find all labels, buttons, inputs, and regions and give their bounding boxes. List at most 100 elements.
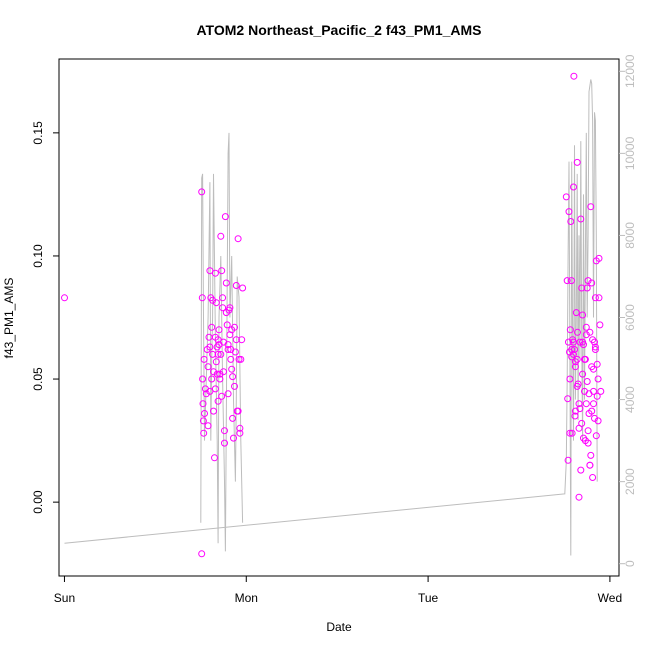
data-point-41 (230, 434, 237, 442)
data-point-6 (199, 417, 207, 425)
series-line-segment-1 (200, 132, 244, 552)
data-point-69 (234, 407, 242, 415)
data-point-117 (586, 328, 594, 336)
data-point-91 (567, 218, 575, 225)
data-point-114 (583, 284, 591, 292)
data-point-167 (590, 400, 597, 408)
data-point-151 (581, 355, 589, 363)
data-point-78 (216, 370, 224, 378)
data-point-70 (236, 429, 244, 437)
data-point-152 (583, 378, 591, 385)
data-point-136 (577, 466, 585, 474)
data-point-103 (574, 328, 581, 336)
data-point-9 (201, 410, 208, 417)
data-point-81 (228, 365, 236, 373)
data-point-134 (573, 355, 581, 363)
data-point-17 (208, 323, 216, 331)
data-point-133 (571, 363, 579, 371)
data-point-118 (587, 203, 595, 211)
data-point-49 (237, 355, 245, 363)
data-point-131 (568, 346, 576, 353)
data-point-94 (568, 429, 576, 437)
data-point-159 (570, 350, 577, 358)
data-point-27 (217, 232, 225, 240)
data-point-98 (571, 346, 578, 353)
data-point-1 (198, 550, 206, 558)
data-point-40 (229, 373, 237, 381)
x-tick-label-3: Wed (598, 591, 622, 605)
y-axis-left: 0.00 0.05 0.10 0.15 (31, 121, 59, 514)
data-point-150 (580, 434, 587, 442)
data-point-51 (239, 284, 247, 292)
data-point-3 (198, 294, 206, 302)
scatter-series (61, 72, 605, 558)
data-point-113 (582, 323, 590, 331)
data-point-35 (224, 346, 232, 353)
data-point-156 (591, 414, 598, 422)
data-point-165 (586, 461, 594, 469)
data-point-119 (588, 279, 596, 287)
data-point-140 (584, 439, 592, 447)
data-point-22 (212, 299, 220, 307)
data-point-52 (210, 407, 217, 415)
data-point-62 (222, 309, 230, 317)
data-point-161 (573, 382, 581, 390)
data-point-56 (214, 397, 222, 405)
data-point-128 (596, 321, 604, 329)
data-point-149 (578, 419, 586, 427)
data-point-90 (566, 326, 574, 334)
data-point-75 (209, 296, 217, 304)
data-point-72 (204, 422, 212, 430)
data-point-28 (218, 267, 226, 275)
x-tick-label-2: Tue (418, 591, 439, 605)
data-point-37 (226, 331, 234, 339)
y-left-tick-label-1: 0.05 (31, 367, 45, 391)
y-left-tick-label-3: 0.15 (31, 121, 45, 145)
y-left-tick-label-0: 0.00 (31, 490, 45, 514)
data-point-97 (570, 72, 578, 80)
data-point-146 (595, 294, 603, 302)
data-point-71 (206, 387, 214, 395)
data-point-29 (219, 304, 227, 312)
x-tick-label-1: Mon (235, 591, 258, 605)
data-point-32 (221, 213, 229, 221)
data-point-0 (61, 294, 68, 302)
data-point-157 (592, 432, 600, 440)
data-point-76 (211, 333, 219, 341)
data-point-84 (564, 395, 572, 403)
data-point-55 (213, 370, 221, 378)
data-point-122 (591, 338, 598, 346)
data-point-92 (567, 277, 575, 285)
data-point-166 (588, 363, 596, 371)
data-point-164 (584, 427, 592, 435)
data-point-130 (566, 429, 574, 437)
data-point-132 (570, 338, 577, 346)
data-point-15 (206, 267, 214, 275)
data-point-21 (211, 269, 219, 277)
data-point-129 (597, 387, 605, 395)
data-point-168 (591, 346, 599, 353)
data-point-38 (227, 355, 235, 363)
data-point-82 (562, 193, 570, 201)
x-tick-label-0: Sun (54, 591, 75, 605)
y-axis-right: 0 2000 4000 6000 8000 10000 12000 (619, 54, 637, 567)
data-point-79 (218, 392, 226, 400)
data-point-139 (582, 400, 590, 408)
data-point-58 (217, 350, 225, 358)
data-point-85 (564, 456, 572, 464)
data-point-147 (575, 493, 583, 501)
series-line-segment-0 (64, 79, 598, 556)
y-right-tick-label-4: 8000 (623, 222, 637, 249)
data-point-53 (211, 385, 219, 393)
data-point-115 (584, 277, 592, 285)
data-point-65 (227, 346, 235, 353)
data-point-87 (565, 208, 573, 216)
data-point-144 (591, 343, 599, 351)
data-point-14 (205, 333, 213, 341)
data-point-48 (236, 424, 244, 432)
data-point-7 (200, 429, 208, 437)
data-point-42 (231, 382, 238, 390)
data-point-83 (563, 277, 571, 285)
data-point-60 (220, 368, 227, 376)
